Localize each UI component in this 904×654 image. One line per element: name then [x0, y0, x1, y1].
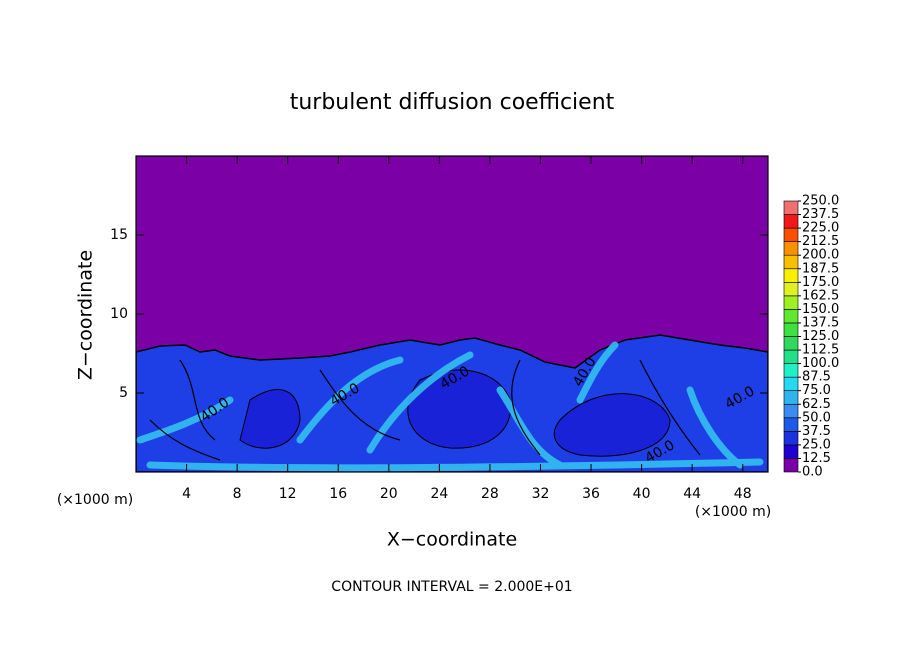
colorbar-swatch: [783, 268, 799, 283]
colorbar-label: 225.0: [802, 221, 839, 236]
x-tick-label: 36: [582, 486, 600, 502]
colorbar-label: 212.5: [802, 234, 839, 249]
colorbar-label: 0.0: [802, 465, 823, 480]
colorbar-label: 62.5: [802, 397, 831, 412]
x-tick-label: 12: [279, 486, 297, 502]
colorbar-swatch: [783, 444, 799, 459]
colorbar-swatch: [783, 458, 799, 473]
field-streaks: [136, 341, 764, 472]
colorbar-swatch: [783, 200, 799, 215]
colorbar-swatch: [783, 322, 799, 337]
colorbar-swatch: [783, 227, 799, 242]
y-axis-label: Z−coordinate: [75, 250, 97, 380]
colorbar-label: 12.5: [802, 451, 831, 466]
colorbar-label: 25.0: [802, 437, 831, 452]
colorbar-label: 100.0: [802, 356, 839, 371]
colorbar-label: 75.0: [802, 383, 831, 398]
colorbar-label: 37.5: [802, 424, 831, 439]
y-tick-label: 15: [110, 227, 128, 243]
x-tick-label: 44: [683, 486, 701, 502]
colorbar-swatch: [783, 363, 799, 378]
x-unit-label: (×1000 m): [57, 492, 133, 508]
colorbar-swatch: [783, 254, 799, 270]
colorbar-label: 237.5: [802, 207, 839, 222]
field-core: [239, 369, 671, 457]
chart-title: turbulent diffusion coefficient: [290, 90, 615, 115]
x-tick-label: 24: [430, 486, 448, 502]
colorbar-label: 125.0: [802, 329, 839, 344]
x-tick-label: 4: [182, 486, 191, 502]
colorbar-label: 200.0: [802, 248, 839, 263]
x-tick-label: 48: [734, 486, 752, 502]
colorbar-swatch: [783, 403, 799, 419]
y-tick-label: 10: [110, 306, 128, 322]
x-tick-label: 40: [633, 486, 651, 502]
colorbar-swatch: [783, 309, 799, 324]
colorbar-swatch: [783, 281, 799, 297]
colorbar-swatch: [783, 241, 799, 256]
contour-lines: [149, 359, 701, 461]
x-tick-label: 28: [481, 486, 499, 502]
x-axis-label: X−coordinate: [387, 529, 517, 551]
colorbar-label: 250.0: [802, 194, 839, 209]
colorbar-label: 175.0: [802, 275, 839, 290]
colorbar-swatch: [783, 336, 799, 351]
footer: CONTOUR INTERVAL = 2.000E+01: [331, 579, 572, 595]
x-tick-label: 20: [380, 486, 398, 502]
x-tick-label: 8: [233, 486, 242, 502]
colorbar-swatch: [783, 295, 799, 310]
colorbar-swatch: [783, 349, 799, 364]
colorbar-label: 112.5: [802, 343, 839, 358]
colorbar-label: 137.5: [802, 315, 839, 330]
colorbar-label: 87.5: [802, 370, 831, 385]
x-tick-label: 32: [532, 486, 550, 502]
colorbar-swatch: [783, 390, 799, 405]
colorbar-swatch: [783, 376, 799, 391]
colorbar-label: 187.5: [802, 261, 839, 276]
colorbar-label: 50.0: [802, 410, 831, 425]
x-unit-label: (×1000 m): [695, 504, 771, 520]
y-tick-label: 5: [119, 385, 128, 401]
x-tick-label: 16: [329, 486, 347, 502]
colorbar-swatch: [783, 417, 799, 432]
colorbar-swatch: [783, 214, 799, 229]
colorbar-label: 150.0: [802, 302, 839, 317]
colorbar-label: 162.5: [802, 288, 839, 303]
colorbar-swatch: [783, 431, 799, 446]
contour-field: [136, 156, 768, 472]
